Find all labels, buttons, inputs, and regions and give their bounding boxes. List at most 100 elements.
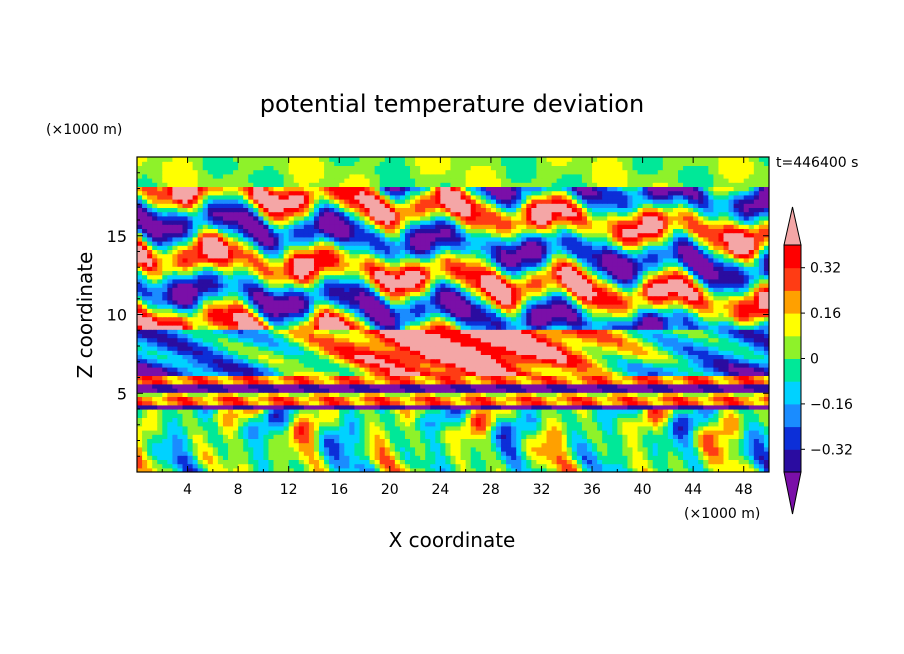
heatmap-cell bbox=[501, 442, 507, 448]
heatmap-cell bbox=[329, 417, 335, 423]
heatmap-cell bbox=[298, 383, 305, 389]
heatmap-cell bbox=[642, 409, 649, 414]
heatmap-cell bbox=[703, 404, 709, 410]
heatmap-cell bbox=[394, 400, 401, 406]
heatmap-cell bbox=[738, 455, 745, 460]
heatmap-cell bbox=[501, 409, 507, 414]
heatmap-cell bbox=[303, 308, 310, 313]
heatmap-cell bbox=[187, 404, 194, 410]
heatmap-cell bbox=[147, 350, 153, 355]
heatmap-cell bbox=[404, 467, 411, 472]
heatmap-cell bbox=[445, 413, 452, 418]
heatmap-cell bbox=[688, 325, 694, 330]
heatmap-cell bbox=[263, 312, 270, 318]
heatmap-cell bbox=[268, 434, 275, 439]
heatmap-cell bbox=[501, 425, 507, 431]
heatmap-cell bbox=[475, 413, 482, 418]
heatmap-cell bbox=[586, 459, 593, 465]
heatmap-cell bbox=[389, 451, 396, 456]
heatmap-cell bbox=[450, 413, 457, 418]
heatmap-cell bbox=[197, 459, 204, 465]
heatmap-cell bbox=[602, 337, 608, 343]
heatmap-cell bbox=[187, 375, 194, 381]
heatmap-cell bbox=[495, 409, 502, 414]
heatmap-cell bbox=[308, 316, 315, 322]
heatmap-cell bbox=[162, 455, 168, 460]
heatmap-cell bbox=[672, 421, 679, 427]
heatmap-cell bbox=[394, 383, 401, 389]
heatmap-cell bbox=[662, 417, 669, 423]
heatmap-cell bbox=[652, 434, 659, 439]
heatmap-cell bbox=[379, 392, 386, 397]
heatmap-cell bbox=[683, 455, 689, 460]
heatmap-cell bbox=[455, 329, 462, 334]
heatmap-cell bbox=[359, 400, 366, 406]
heatmap-cell bbox=[703, 379, 709, 385]
heatmap-cell bbox=[430, 337, 436, 343]
heatmap-cell bbox=[470, 438, 477, 444]
heatmap-cell bbox=[359, 442, 366, 448]
heatmap-cell bbox=[399, 367, 406, 372]
heatmap-cell bbox=[571, 446, 578, 452]
heatmap-cell bbox=[586, 341, 593, 347]
heatmap-cell bbox=[490, 304, 497, 309]
heatmap-cell bbox=[212, 417, 219, 423]
heatmap-cell bbox=[415, 362, 421, 368]
heatmap-cell bbox=[597, 392, 603, 397]
heatmap-cell bbox=[586, 371, 593, 376]
heatmap-cell bbox=[738, 442, 745, 448]
heatmap-cell bbox=[460, 367, 467, 372]
heatmap-cell bbox=[652, 350, 659, 355]
heatmap-cell bbox=[642, 388, 649, 393]
heatmap-cell bbox=[410, 404, 416, 410]
heatmap-cell bbox=[263, 316, 270, 322]
heatmap-cell bbox=[561, 375, 568, 381]
heatmap-cell bbox=[364, 434, 371, 439]
heatmap-cell bbox=[480, 425, 487, 431]
heatmap-cell bbox=[551, 451, 558, 456]
heatmap-cell bbox=[470, 341, 477, 347]
heatmap-cell bbox=[308, 413, 315, 418]
heatmap-cell bbox=[642, 434, 649, 439]
heatmap-cell bbox=[546, 455, 553, 460]
heatmap-cell bbox=[177, 421, 184, 427]
heatmap-cell bbox=[334, 304, 340, 309]
heatmap-cell bbox=[566, 421, 573, 427]
heatmap-cell bbox=[359, 320, 366, 326]
heatmap-cell bbox=[157, 320, 163, 326]
heatmap-cell bbox=[253, 421, 259, 427]
heatmap-cell bbox=[445, 312, 452, 318]
heatmap-cell bbox=[672, 396, 679, 402]
heatmap-cell bbox=[667, 434, 674, 439]
heatmap-cell bbox=[253, 442, 259, 448]
heatmap-cell bbox=[607, 379, 613, 385]
heatmap-cell bbox=[738, 413, 745, 418]
heatmap-cell bbox=[187, 383, 194, 389]
heatmap-cell bbox=[551, 446, 558, 452]
heatmap-cell bbox=[415, 320, 421, 326]
heatmap-cell bbox=[708, 442, 714, 448]
heatmap-cell bbox=[167, 375, 173, 381]
heatmap-cell bbox=[389, 396, 396, 402]
heatmap-cell bbox=[526, 467, 532, 472]
heatmap-cell bbox=[728, 451, 735, 456]
heatmap-cell bbox=[758, 434, 765, 439]
heatmap-cell bbox=[602, 312, 608, 318]
heatmap-cell bbox=[364, 467, 371, 472]
heatmap-cell bbox=[273, 404, 280, 410]
heatmap-cell bbox=[177, 371, 184, 376]
heatmap-cell bbox=[490, 329, 497, 334]
heatmap-cell bbox=[450, 362, 457, 368]
heatmap-cell bbox=[617, 425, 623, 431]
heatmap-cell bbox=[243, 362, 249, 368]
heatmap-cell bbox=[450, 451, 457, 456]
heatmap-cell bbox=[612, 354, 618, 360]
heatmap-cell bbox=[738, 308, 745, 313]
heatmap-cell bbox=[465, 312, 472, 318]
heatmap-cell bbox=[303, 304, 310, 309]
heatmap-cell bbox=[703, 451, 709, 456]
heatmap-cell bbox=[147, 463, 153, 469]
heatmap-cell bbox=[379, 434, 386, 439]
heatmap-cell bbox=[308, 337, 315, 343]
heatmap-cell bbox=[293, 451, 300, 456]
